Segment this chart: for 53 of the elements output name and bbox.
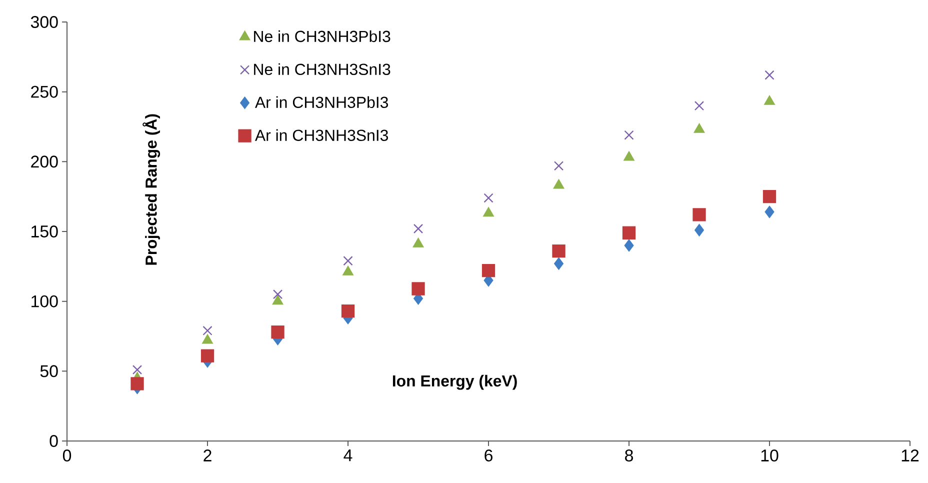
point — [692, 208, 706, 222]
point — [554, 258, 564, 270]
legend-label: Ne in CH3NH3PbI3 — [254, 30, 390, 42]
x-tick-label: 12 — [902, 449, 919, 462]
x-tick-label: 2 — [204, 449, 212, 462]
point — [342, 266, 354, 276]
x-tick-label: 10 — [761, 449, 778, 462]
point — [764, 96, 775, 105]
point — [764, 70, 774, 80]
x-tick-label: 4 — [344, 449, 352, 462]
y-tick-label: 0 — [50, 434, 58, 447]
point — [624, 130, 634, 140]
point — [622, 226, 636, 240]
point — [341, 304, 355, 318]
point — [762, 190, 776, 204]
point — [764, 206, 774, 218]
point — [272, 295, 284, 305]
point — [694, 123, 705, 133]
x-tick-label: 0 — [62, 449, 72, 462]
point — [130, 377, 144, 390]
y-axis-title: Projected Range (Å) — [142, 114, 160, 265]
x-tick-label: 6 — [484, 449, 492, 462]
point — [552, 244, 566, 258]
legend-label: Ne in CH3NH3SnI3 — [254, 63, 390, 76]
point — [202, 334, 213, 344]
point — [272, 290, 283, 300]
x-tick-label: 8 — [625, 449, 633, 462]
point — [412, 282, 425, 296]
legend-label: Ar in CH3NH3PbI3 — [254, 96, 388, 108]
point — [624, 239, 634, 252]
y-tick-label: 50 — [40, 365, 58, 378]
point — [483, 207, 494, 217]
y-tick-label: 250 — [31, 86, 58, 98]
x-axis-title: Ion Energy (keV) — [392, 374, 517, 390]
point — [484, 193, 494, 203]
legend-label: Ar in CH3NH3SnI3 — [254, 129, 388, 141]
point — [624, 151, 634, 161]
point — [694, 100, 704, 111]
y-tick-label: 150 — [32, 225, 58, 238]
point — [413, 224, 424, 234]
point — [271, 325, 284, 339]
point — [482, 264, 496, 278]
point — [554, 161, 564, 171]
point — [694, 224, 704, 236]
point — [412, 238, 424, 248]
point — [202, 326, 212, 336]
y-tick-label: 300 — [30, 16, 58, 28]
point — [132, 364, 142, 375]
point — [343, 256, 353, 266]
point — [200, 349, 214, 362]
y-tick-label: 200 — [31, 156, 58, 168]
point — [553, 179, 564, 189]
y-tick-label: 100 — [32, 295, 58, 308]
